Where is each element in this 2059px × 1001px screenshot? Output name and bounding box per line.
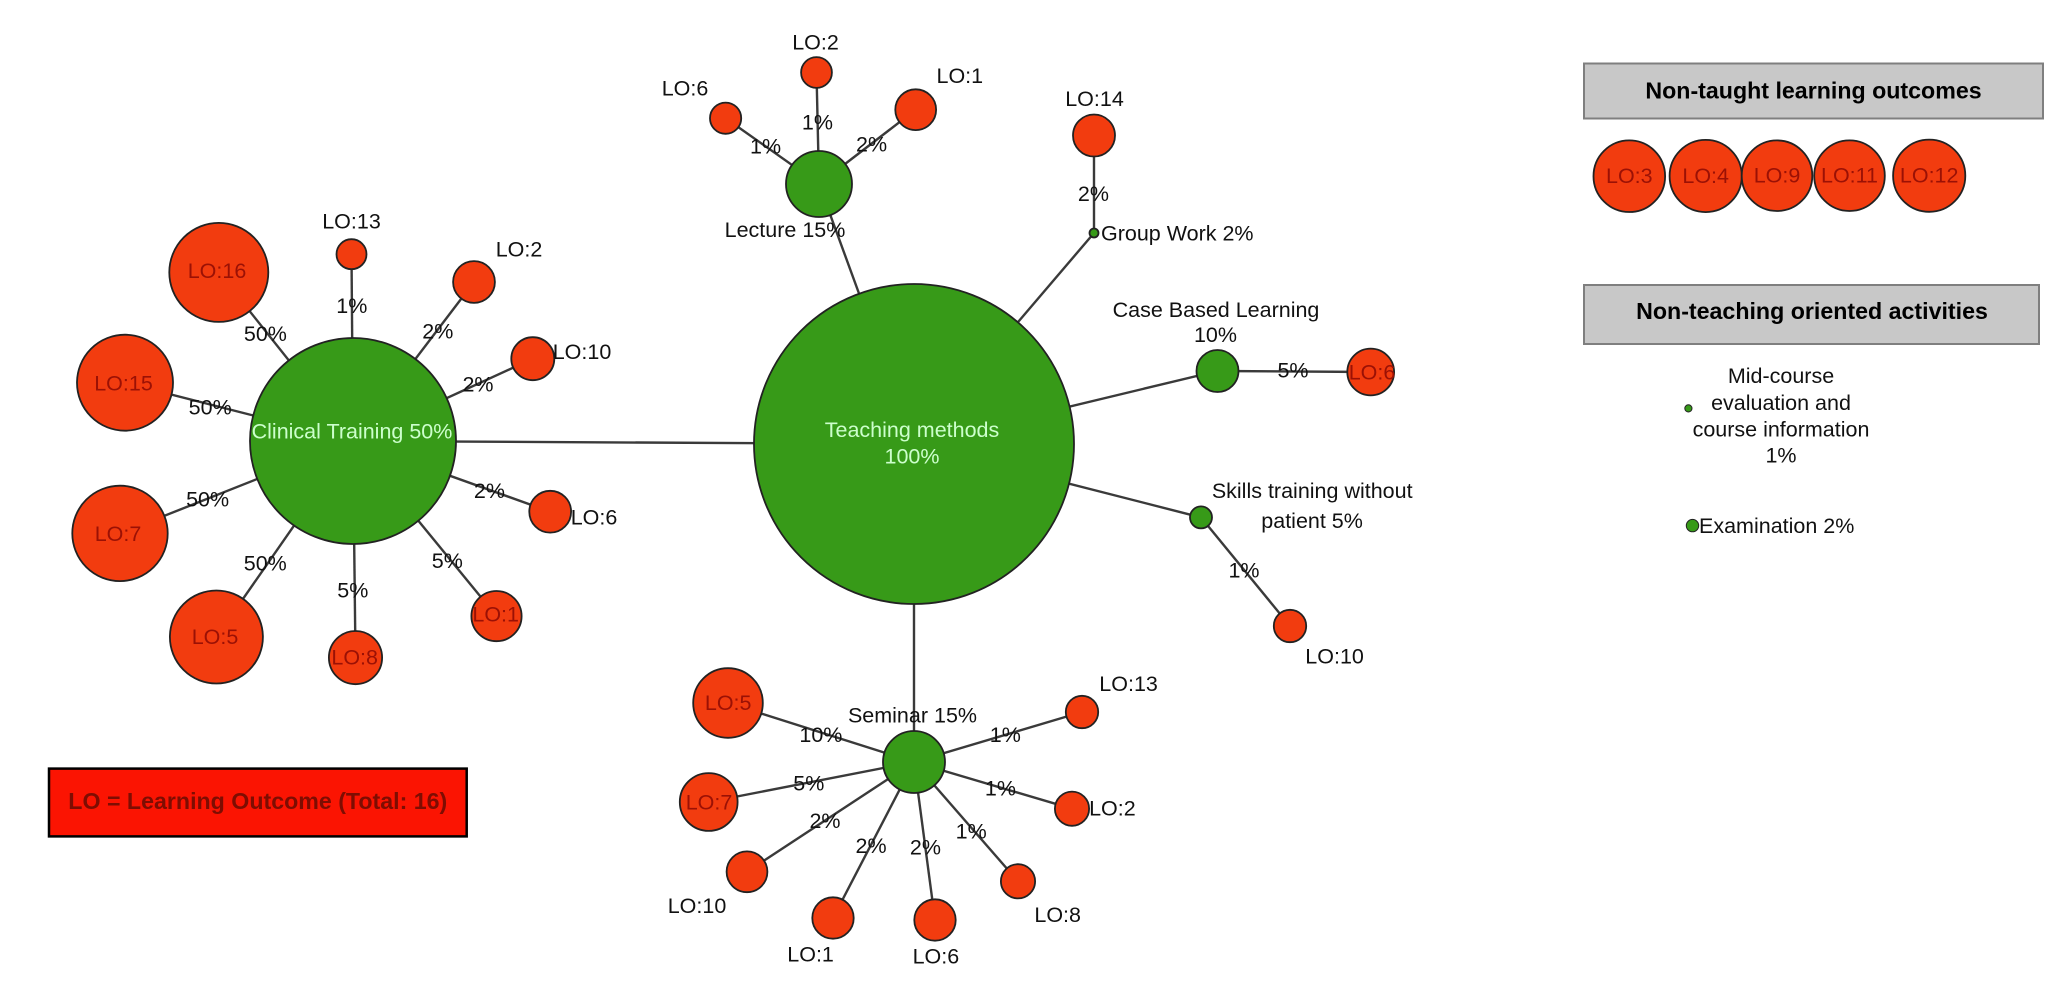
- svg-text:2%: 2%: [856, 132, 887, 156]
- svg-text:evaluation and: evaluation and: [1711, 391, 1851, 415]
- svg-text:50%: 50%: [244, 551, 287, 575]
- svg-text:2%: 2%: [809, 809, 840, 833]
- svg-text:Skills training without: Skills training without: [1212, 479, 1413, 503]
- svg-text:50%: 50%: [244, 322, 287, 346]
- svg-text:5%: 5%: [337, 578, 368, 602]
- svg-text:LO:1: LO:1: [936, 64, 983, 88]
- svg-text:2%: 2%: [910, 836, 941, 860]
- svg-text:5%: 5%: [1277, 359, 1308, 383]
- svg-text:LO:13: LO:13: [1099, 672, 1158, 696]
- svg-text:LO:8: LO:8: [1034, 903, 1081, 927]
- svg-text:1%: 1%: [1765, 444, 1796, 468]
- svg-text:1%: 1%: [336, 294, 367, 318]
- svg-text:LO:2: LO:2: [1089, 797, 1136, 821]
- svg-text:LO:15: LO:15: [94, 371, 153, 395]
- svg-text:LO:7: LO:7: [686, 790, 733, 814]
- svg-text:LO:2: LO:2: [496, 238, 543, 262]
- svg-text:LO = Learning Outcome (Total:: LO = Learning Outcome (Total: 16): [68, 788, 447, 814]
- svg-text:5%: 5%: [432, 549, 463, 573]
- svg-text:Non-taught learning outcomes: Non-taught learning outcomes: [1645, 77, 1981, 103]
- svg-text:2%: 2%: [462, 372, 493, 396]
- svg-text:course information: course information: [1693, 417, 1870, 441]
- svg-text:2%: 2%: [422, 320, 453, 344]
- svg-text:LO:10: LO:10: [553, 340, 612, 364]
- svg-text:LO:10: LO:10: [1305, 645, 1364, 669]
- svg-text:LO:12: LO:12: [1900, 164, 1959, 188]
- svg-text:patient 5%: patient 5%: [1261, 509, 1363, 533]
- svg-text:1%: 1%: [990, 723, 1021, 747]
- svg-text:LO:6: LO:6: [662, 77, 709, 101]
- svg-text:LO:6: LO:6: [1349, 360, 1396, 384]
- svg-text:Lecture 15%: Lecture 15%: [725, 218, 846, 242]
- svg-text:LO:1: LO:1: [787, 943, 834, 967]
- svg-text:2%: 2%: [474, 479, 505, 503]
- svg-text:LO:14: LO:14: [1065, 87, 1124, 111]
- svg-text:LO:10: LO:10: [668, 894, 727, 918]
- svg-text:1%: 1%: [985, 777, 1016, 801]
- svg-text:LO:2: LO:2: [792, 31, 839, 55]
- svg-text:LO:11: LO:11: [1821, 164, 1878, 188]
- svg-text:LO:6: LO:6: [571, 506, 618, 530]
- svg-text:2%: 2%: [1078, 182, 1109, 206]
- svg-text:1%: 1%: [956, 820, 987, 844]
- svg-text:LO:9: LO:9: [1754, 164, 1801, 188]
- svg-text:LO:16: LO:16: [188, 259, 247, 283]
- svg-text:50%: 50%: [189, 396, 232, 420]
- svg-text:LO:7: LO:7: [95, 522, 142, 546]
- svg-text:Teaching methods: Teaching methods: [825, 418, 1000, 442]
- svg-text:1%: 1%: [1228, 559, 1259, 583]
- svg-text:2%: 2%: [856, 834, 887, 858]
- svg-text:Mid-course: Mid-course: [1728, 364, 1834, 388]
- svg-text:LO:5: LO:5: [705, 691, 752, 715]
- svg-text:LO:1: LO:1: [472, 603, 519, 627]
- svg-text:Non-teaching oriented activiti: Non-teaching oriented activities: [1636, 298, 1988, 324]
- svg-text:LO:4: LO:4: [1682, 164, 1729, 188]
- svg-text:LO:13: LO:13: [322, 210, 381, 234]
- svg-text:Clinical Training 50%: Clinical Training 50%: [252, 420, 453, 444]
- svg-text:5%: 5%: [793, 771, 824, 795]
- svg-text:1%: 1%: [802, 110, 833, 134]
- svg-text:LO:6: LO:6: [913, 945, 960, 969]
- svg-text:Group Work 2%: Group Work 2%: [1101, 222, 1254, 246]
- svg-text:LO:8: LO:8: [331, 646, 378, 670]
- svg-text:100%: 100%: [885, 445, 940, 469]
- svg-text:LO:3: LO:3: [1606, 164, 1653, 188]
- svg-text:1%: 1%: [750, 135, 781, 159]
- svg-text:Seminar 15%: Seminar 15%: [848, 704, 977, 728]
- svg-text:50%: 50%: [186, 488, 229, 512]
- svg-text:LO:5: LO:5: [192, 625, 239, 649]
- svg-text:Examination 2%: Examination 2%: [1699, 514, 1854, 538]
- svg-text:10%: 10%: [1194, 323, 1237, 347]
- svg-text:10%: 10%: [799, 723, 842, 747]
- svg-text:Case Based Learning: Case Based Learning: [1113, 298, 1320, 322]
